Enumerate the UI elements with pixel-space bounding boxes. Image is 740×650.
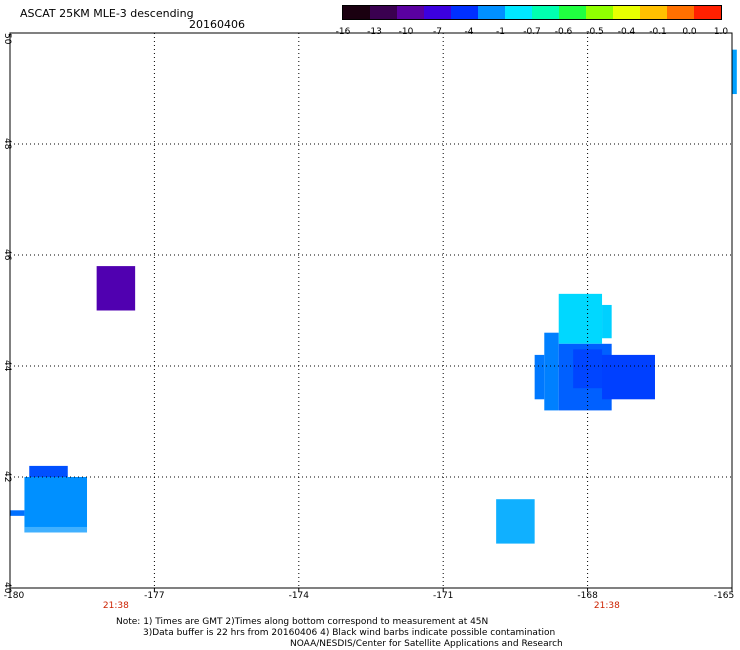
colorbar-label: -0.4: [617, 27, 636, 37]
data-cell: [24, 477, 88, 533]
time-label: 21:38: [102, 601, 129, 611]
longitude-label: -165: [713, 591, 735, 601]
data-cell: [534, 354, 545, 400]
data-cell: [96, 266, 136, 311]
footer-note-2: 3)Data buffer is 22 hrs from 20160406 4)…: [143, 628, 556, 638]
colorbar-label: -0.7: [523, 27, 541, 37]
data-cell: [602, 304, 612, 339]
colorbar-label: -0.1: [649, 27, 667, 37]
colorbar-label: -0.6: [554, 27, 573, 37]
time-label: 21:38: [593, 601, 620, 611]
data-cell: [544, 332, 559, 411]
colorbar-label: -16: [335, 27, 351, 37]
colorbar-label: -4: [464, 27, 474, 37]
colorbar-swatch: [478, 6, 505, 19]
colorbar-label: 1.0: [713, 27, 729, 37]
colorbar-swatch: [451, 6, 478, 19]
longitude-label: -174: [288, 591, 310, 601]
longitude-label: -180: [3, 591, 25, 601]
latitude-label: 44: [2, 360, 12, 372]
colorbar: [342, 5, 722, 20]
colorbar-swatch: [640, 6, 667, 19]
data-cell: [24, 526, 88, 533]
data-cell: [10, 510, 25, 516]
footer-note-1: Note: 1) Times are GMT 2)Times along bot…: [116, 617, 489, 627]
latitude-label: 48: [2, 138, 12, 150]
colorbar-swatch: [532, 6, 559, 19]
colorbar-label: -10: [398, 27, 414, 37]
longitude-label: -168: [577, 591, 598, 601]
longitude-label: -177: [144, 591, 165, 601]
colorbar-swatch: [667, 6, 694, 19]
colorbar-swatch: [370, 6, 397, 19]
footer-credit: NOAA/NESDIS/Center for Satellite Applica…: [290, 639, 563, 649]
data-cell: [558, 293, 603, 344]
colorbar-swatch: [586, 6, 613, 19]
longitude-label: -171: [432, 591, 454, 601]
colorbar-label: -13: [367, 27, 382, 37]
colorbar-label: 0.0: [682, 27, 697, 37]
data-cell: [573, 349, 603, 389]
colorbar-label: -1: [496, 27, 505, 37]
product-title: ASCAT 25KM MLE-3 descending: [20, 7, 194, 20]
latitude-label: 50: [2, 33, 12, 45]
data-cell: [732, 49, 737, 95]
latitude-label: 46: [2, 249, 12, 261]
colorbar-swatch: [559, 6, 586, 19]
data-cell: [602, 354, 655, 400]
colorbar-label: -7: [433, 27, 442, 37]
colorbar-swatch: [505, 6, 532, 19]
colorbar-swatch: [397, 6, 424, 19]
colorbar-swatch: [613, 6, 640, 19]
latitude-label: 42: [2, 471, 12, 483]
product-date: 20160406: [189, 18, 245, 31]
colorbar-swatch: [694, 6, 721, 19]
colorbar-label: -0.5: [586, 27, 604, 37]
colorbar-swatch: [343, 6, 370, 19]
map-frame: [9, 32, 733, 589]
data-cell: [496, 499, 535, 544]
data-cell: [29, 465, 68, 477]
colorbar-swatch: [424, 6, 451, 19]
